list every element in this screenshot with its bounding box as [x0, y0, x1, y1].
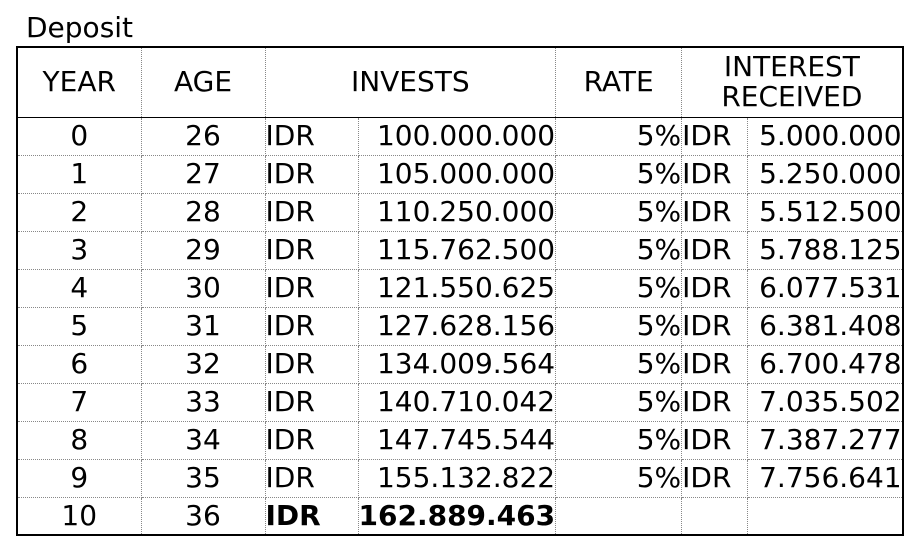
rate-cell[interactable]: 5% [555, 268, 683, 308]
invest-currency-cell[interactable]: IDR [264, 458, 359, 498]
interest-currency-cell[interactable]: IDR [681, 116, 749, 156]
interest-amount-cell[interactable]: 6.700.478 [747, 344, 904, 384]
table-row: 4 30 IDR 121.550.625 5% IDR 6.077.531 [16, 268, 904, 308]
interest-currency-cell[interactable]: IDR [681, 344, 749, 384]
age-cell[interactable]: 35 [140, 458, 266, 498]
rate-cell[interactable]: 5% [555, 154, 683, 194]
interest-currency-cell[interactable]: IDR [681, 458, 749, 498]
invest-amount-cell[interactable]: 105.000.000 [357, 154, 557, 194]
interest-amount-cell[interactable]: 5.788.125 [747, 230, 904, 270]
interest-currency-cell[interactable]: IDR [681, 420, 749, 460]
invest-currency-cell[interactable]: IDR [264, 230, 359, 270]
rate-cell[interactable]: 5% [555, 420, 683, 460]
age-cell[interactable]: 27 [140, 154, 266, 194]
age-cell[interactable]: 26 [140, 116, 266, 156]
invest-currency-cell[interactable]: IDR [264, 420, 359, 460]
deposit-table: YEAR AGE INVESTS RATE INTEREST RECEIVED … [16, 46, 904, 536]
invest-amount-cell[interactable]: 127.628.156 [357, 306, 557, 346]
invest-currency-cell[interactable]: IDR [264, 116, 359, 156]
header-interest-line1: INTEREST [723, 50, 860, 84]
invest-amount-cell[interactable]: 100.000.000 [357, 116, 557, 156]
table-row: 5 31 IDR 127.628.156 5% IDR 6.381.408 [16, 306, 904, 346]
final-row: 10 36 IDR 162.889.463 [16, 496, 904, 536]
invest-amount-cell[interactable]: 140.710.042 [357, 382, 557, 422]
header-interest-received[interactable]: INTEREST RECEIVED [681, 46, 904, 118]
year-cell[interactable]: 8 [16, 420, 142, 460]
invest-amount-cell[interactable]: 110.250.000 [357, 192, 557, 232]
year-cell[interactable]: 6 [16, 344, 142, 384]
age-cell[interactable]: 30 [140, 268, 266, 308]
rate-cell[interactable]: 5% [555, 230, 683, 270]
final-amount-cell[interactable]: 162.889.463 [357, 496, 557, 536]
final-interest-cell[interactable] [747, 496, 904, 536]
final-year-cell[interactable]: 10 [16, 496, 142, 536]
invest-amount-cell[interactable]: 134.009.564 [357, 344, 557, 384]
sheet-title: Deposit [26, 11, 134, 44]
year-cell[interactable]: 2 [16, 192, 142, 232]
table-row: 0 26 IDR 100.000.000 5% IDR 5.000.000 [16, 116, 904, 156]
rate-cell[interactable]: 5% [555, 306, 683, 346]
interest-currency-cell[interactable]: IDR [681, 306, 749, 346]
invest-currency-cell[interactable]: IDR [264, 382, 359, 422]
table-row: 9 35 IDR 155.132.822 5% IDR 7.756.641 [16, 458, 904, 498]
header-interest-line2: RECEIVED [721, 80, 863, 114]
invest-currency-cell[interactable]: IDR [264, 154, 359, 194]
invest-amount-cell[interactable]: 147.745.544 [357, 420, 557, 460]
invest-amount-cell[interactable]: 121.550.625 [357, 268, 557, 308]
invest-currency-cell[interactable]: IDR [264, 306, 359, 346]
invest-amount-cell[interactable]: 115.762.500 [357, 230, 557, 270]
rate-cell[interactable]: 5% [555, 116, 683, 156]
table-row: 6 32 IDR 134.009.564 5% IDR 6.700.478 [16, 344, 904, 384]
interest-amount-cell[interactable]: 7.035.502 [747, 382, 904, 422]
header-row: YEAR AGE INVESTS RATE INTEREST RECEIVED [16, 46, 904, 118]
year-cell[interactable]: 9 [16, 458, 142, 498]
year-cell[interactable]: 7 [16, 382, 142, 422]
table-row: 2 28 IDR 110.250.000 5% IDR 5.512.500 [16, 192, 904, 232]
invest-amount-cell[interactable]: 155.132.822 [357, 458, 557, 498]
interest-amount-cell[interactable]: 6.381.408 [747, 306, 904, 346]
final-interest-currency-cell[interactable] [681, 496, 749, 536]
year-cell[interactable]: 5 [16, 306, 142, 346]
age-cell[interactable]: 34 [140, 420, 266, 460]
header-age[interactable]: AGE [140, 46, 266, 118]
invest-currency-cell[interactable]: IDR [264, 192, 359, 232]
age-cell[interactable]: 28 [140, 192, 266, 232]
age-cell[interactable]: 29 [140, 230, 266, 270]
interest-currency-cell[interactable]: IDR [681, 192, 749, 232]
final-rate-cell[interactable] [555, 496, 683, 536]
interest-amount-cell[interactable]: 5.000.000 [747, 116, 904, 156]
invest-currency-cell[interactable]: IDR [264, 268, 359, 308]
rate-cell[interactable]: 5% [555, 344, 683, 384]
header-year[interactable]: YEAR [16, 46, 142, 118]
year-cell[interactable]: 3 [16, 230, 142, 270]
table-row: 8 34 IDR 147.745.544 5% IDR 7.387.277 [16, 420, 904, 460]
table-row: 7 33 IDR 140.710.042 5% IDR 7.035.502 [16, 382, 904, 422]
interest-currency-cell[interactable]: IDR [681, 230, 749, 270]
table-row: 3 29 IDR 115.762.500 5% IDR 5.788.125 [16, 230, 904, 270]
final-currency-cell[interactable]: IDR [264, 496, 359, 536]
interest-amount-cell[interactable]: 5.250.000 [747, 154, 904, 194]
year-cell[interactable]: 0 [16, 116, 142, 156]
interest-amount-cell[interactable]: 7.756.641 [747, 458, 904, 498]
year-cell[interactable]: 4 [16, 268, 142, 308]
rate-cell[interactable]: 5% [555, 458, 683, 498]
interest-currency-cell[interactable]: IDR [681, 154, 749, 194]
rate-cell[interactable]: 5% [555, 192, 683, 232]
age-cell[interactable]: 31 [140, 306, 266, 346]
table-row: 1 27 IDR 105.000.000 5% IDR 5.250.000 [16, 154, 904, 194]
header-invests[interactable]: INVESTS [264, 46, 557, 118]
interest-amount-cell[interactable]: 6.077.531 [747, 268, 904, 308]
rate-cell[interactable]: 5% [555, 382, 683, 422]
interest-currency-cell[interactable]: IDR [681, 268, 749, 308]
year-cell[interactable]: 1 [16, 154, 142, 194]
interest-amount-cell[interactable]: 7.387.277 [747, 420, 904, 460]
interest-amount-cell[interactable]: 5.512.500 [747, 192, 904, 232]
age-cell[interactable]: 32 [140, 344, 266, 384]
final-age-cell[interactable]: 36 [140, 496, 266, 536]
header-rate[interactable]: RATE [555, 46, 683, 118]
age-cell[interactable]: 33 [140, 382, 266, 422]
invest-currency-cell[interactable]: IDR [264, 344, 359, 384]
interest-currency-cell[interactable]: IDR [681, 382, 749, 422]
